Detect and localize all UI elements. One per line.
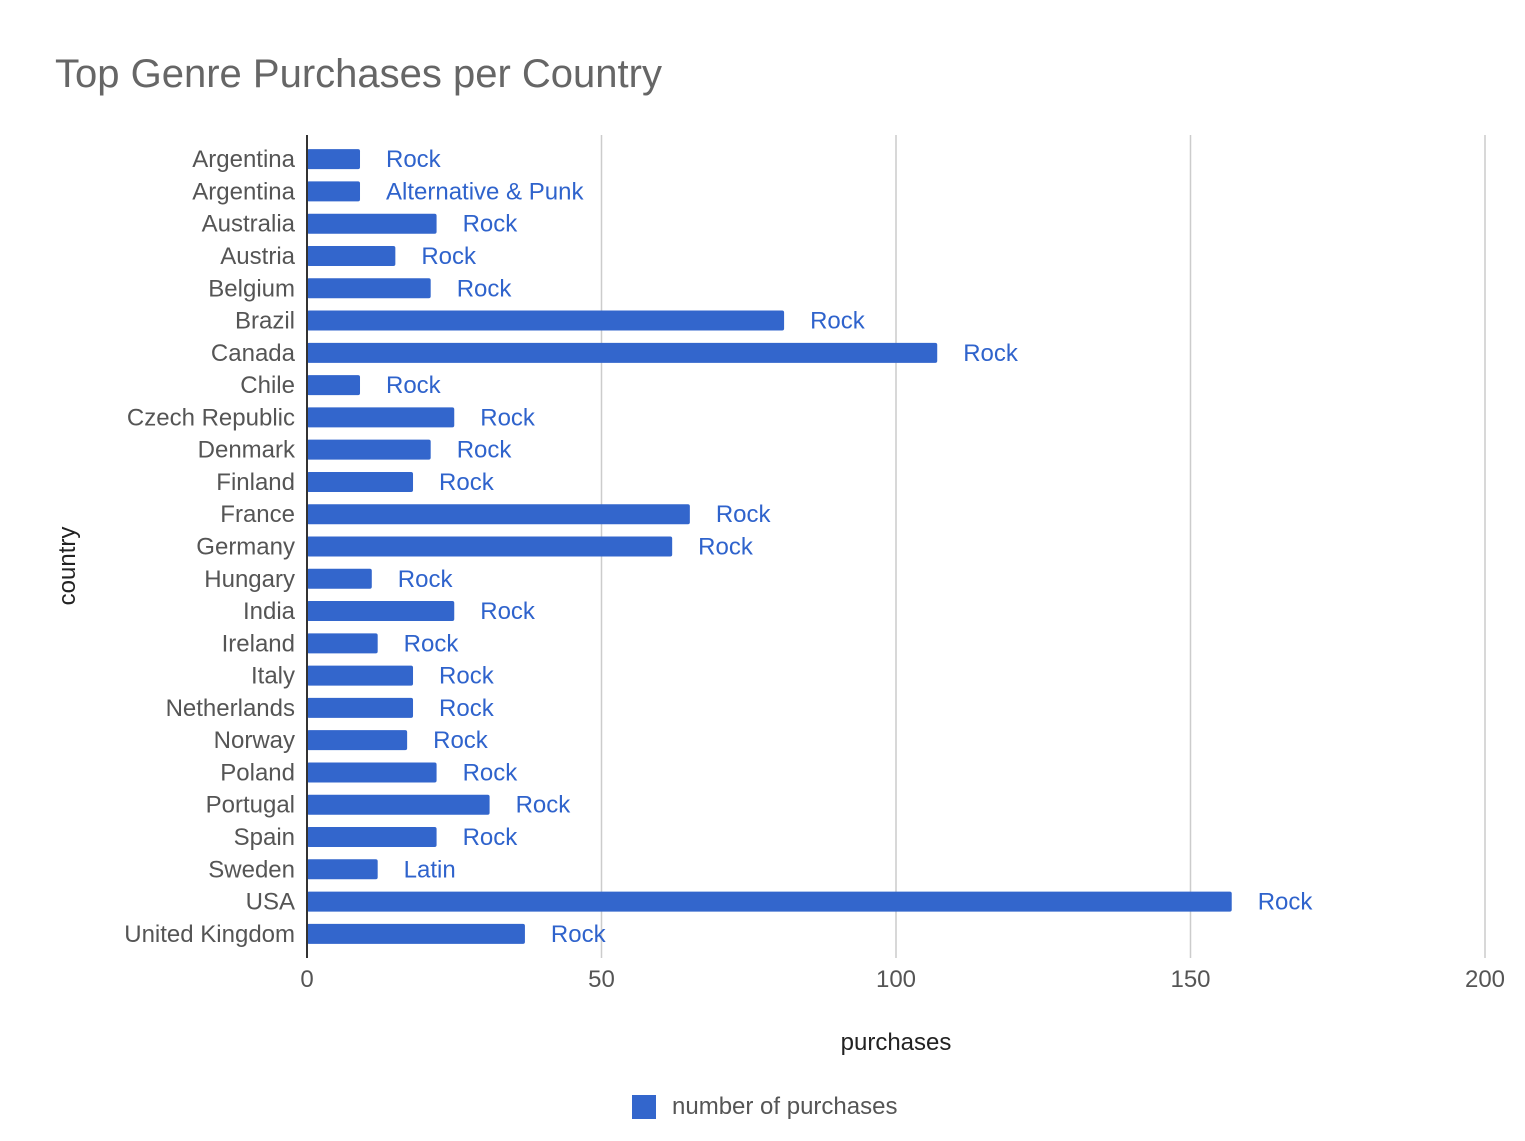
legend-swatch [632,1095,656,1119]
category-label: Italy [251,663,295,690]
category-labels: Argentina Argentina Australia Austria Belgiu… [124,146,296,948]
bar [307,439,431,460]
bar [307,794,490,815]
data-label: Rock [457,437,513,464]
legend-label: number of purchases [672,1093,897,1120]
category-label: Spain [234,824,295,851]
data-label: Alternative & Punk [386,178,584,205]
category-label: Denmark [198,437,296,464]
bar [307,504,690,525]
category-label: Sweden [208,856,295,883]
category-label: Ireland [222,630,295,657]
bar [307,891,1232,912]
data-label: Rock [463,759,519,786]
bar [307,827,437,848]
data-labels: Rock Alternative & Punk Rock Rock Rock Rock Ro… [386,146,1313,948]
x-tick-label: 50 [588,966,615,993]
category-label: Germany [196,534,295,561]
category-label: Portugal [206,792,295,819]
bar [307,762,437,783]
bar [307,310,785,331]
x-tick-labels: 0 50 100 150 200 [300,966,1505,993]
data-label: Rock [463,824,519,851]
data-label: Rock [1258,889,1314,916]
category-label: USA [246,889,295,916]
bar [307,278,431,299]
x-tick-label: 0 [300,966,313,993]
data-label: Latin [404,856,456,883]
category-label: United Kingdom [124,921,295,948]
legend: number of purchases [632,1093,897,1120]
bar [307,665,414,686]
data-label: Rock [463,211,519,238]
bar-series [307,149,1232,944]
bar [307,181,361,202]
category-label: Australia [202,211,296,238]
bar [307,342,938,363]
data-label: Rock [516,792,572,819]
data-label: Rock [439,695,495,722]
bar [307,697,414,718]
chart-title: Top Genre Purchases per Country [55,52,662,96]
bar [307,633,378,654]
category-label: Belgium [208,275,295,302]
data-label: Rock [404,630,460,657]
data-label: Rock [698,534,754,561]
x-tick-label: 150 [1170,966,1210,993]
data-label: Rock [386,372,442,399]
data-label: Rock [439,663,495,690]
bar [307,149,361,170]
gridlines [600,135,1486,958]
category-label: Finland [216,469,295,496]
bar [307,471,414,492]
x-axis-title: purchases [841,1029,952,1056]
data-label: Rock [398,566,454,593]
x-tick-label: 100 [876,966,916,993]
bar [307,859,378,880]
bar [307,568,372,589]
data-label: Rock [810,308,866,335]
data-label: Rock [439,469,495,496]
category-label: Canada [211,340,296,367]
bar [307,407,455,428]
data-label: Rock [480,404,536,431]
bar [307,601,455,622]
data-label: Rock [386,146,442,173]
y-axis-title: country [54,527,81,606]
category-label: Chile [240,372,295,399]
bar [307,375,361,396]
category-label: Poland [220,759,295,786]
bar [307,536,673,557]
bar [307,923,525,944]
category-label: Hungary [204,566,295,593]
data-label: Rock [716,501,772,528]
category-label: Argentina [192,178,295,205]
bar [307,213,437,234]
data-label: Rock [963,340,1019,367]
category-label: France [220,501,295,528]
category-label: India [243,598,296,625]
bar [307,730,408,751]
data-label: Rock [551,921,607,948]
data-label: Rock [480,598,536,625]
category-label: Brazil [235,308,295,335]
data-label: Rock [421,243,477,270]
category-label: Czech Republic [127,404,295,431]
category-label: Netherlands [166,695,295,722]
category-label: Austria [220,243,295,270]
bar [307,245,396,266]
category-label: Norway [214,727,295,754]
data-label: Rock [457,275,513,302]
x-tick-label: 200 [1465,966,1505,993]
data-label: Rock [433,727,489,754]
category-label: Argentina [192,146,295,173]
